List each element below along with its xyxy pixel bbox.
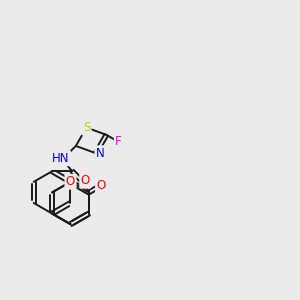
Text: HN: HN (52, 152, 70, 165)
Text: O: O (81, 174, 90, 187)
Text: O: O (66, 175, 75, 188)
Text: O: O (97, 179, 106, 192)
Text: S: S (83, 121, 90, 134)
Text: F: F (115, 135, 122, 148)
Text: N: N (96, 147, 105, 160)
